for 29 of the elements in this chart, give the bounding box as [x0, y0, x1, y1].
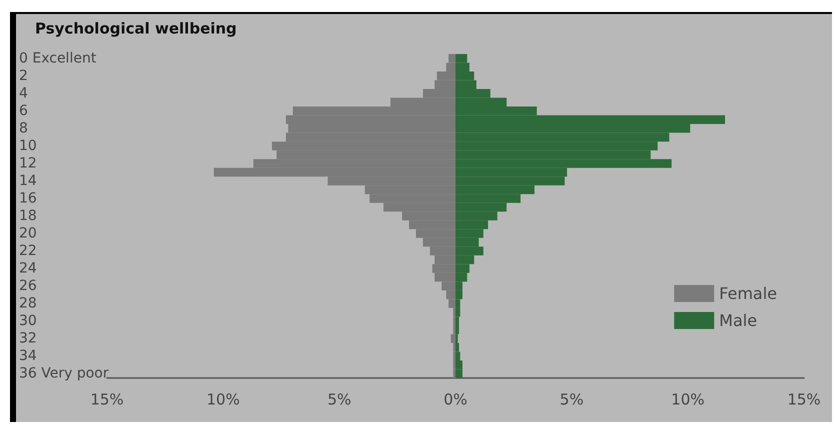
- y-tick-label: 36 Very poor: [19, 366, 109, 382]
- y-tick-label: 8: [19, 120, 28, 136]
- x-tick-label: 5%: [560, 390, 584, 408]
- y-tick-label: 4: [19, 85, 28, 102]
- y-tick-label: 26: [19, 278, 37, 294]
- y-tick-label: 12: [19, 155, 37, 172]
- y-tick-label: 18: [19, 208, 37, 224]
- y-tick-label: 20: [19, 226, 37, 242]
- y-tick-label: 28: [19, 296, 37, 312]
- y-tick-label: 0 Excellent: [19, 50, 97, 66]
- y-tick-label: 16: [19, 190, 37, 206]
- y-tick-label: 2: [19, 68, 28, 84]
- x-tick-label: 15%: [90, 390, 124, 408]
- chart-title: Psychological wellbeing: [35, 20, 237, 38]
- y-tick-label: 24: [19, 260, 37, 277]
- y-tick-label: 30: [19, 313, 37, 330]
- y-tick-label: 6: [19, 102, 28, 119]
- x-tick-label: 10%: [671, 390, 705, 408]
- legend-label: Female: [719, 284, 778, 303]
- y-tick-label: 10: [19, 138, 37, 154]
- y-tick-label: 32: [19, 330, 37, 347]
- y-tick-label: 22: [19, 243, 37, 260]
- x-tick-label: 15%: [787, 390, 821, 408]
- legend-label: Male: [719, 311, 758, 330]
- x-tick-label: 0%: [444, 390, 468, 408]
- x-tick-label: 5%: [327, 390, 352, 408]
- x-tick-label: 10%: [206, 390, 240, 408]
- y-tick-label: 34: [19, 348, 37, 364]
- y-tick-label: 14: [19, 172, 37, 189]
